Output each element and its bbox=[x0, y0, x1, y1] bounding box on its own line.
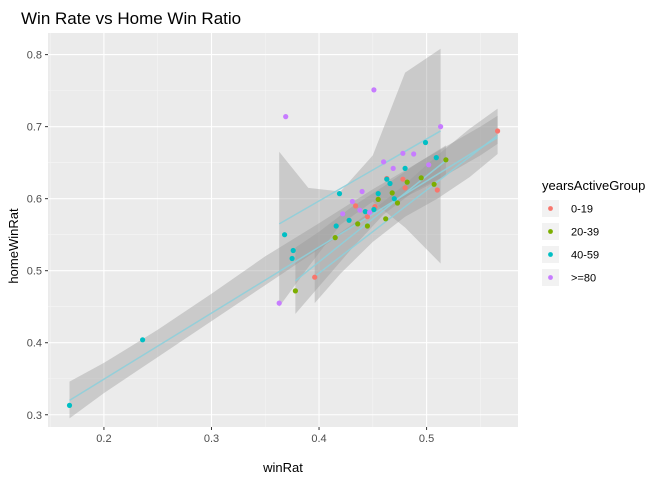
data-point bbox=[495, 128, 501, 134]
legend-label: 40-59 bbox=[571, 250, 599, 262]
data-point bbox=[433, 155, 439, 161]
data-point bbox=[282, 232, 288, 238]
trend-line bbox=[294, 159, 447, 282]
legend-label: 0-19 bbox=[571, 204, 593, 216]
data-point bbox=[426, 162, 432, 168]
data-point bbox=[290, 247, 296, 254]
data-point bbox=[357, 207, 363, 213]
x-tick-label: 0.4 bbox=[311, 433, 326, 445]
legend-item: 0-19 bbox=[542, 200, 593, 217]
chart-title: Win Rate vs Home Win Ratio bbox=[21, 9, 241, 28]
data-point bbox=[418, 175, 424, 181]
data-point bbox=[349, 198, 355, 205]
data-point bbox=[383, 216, 389, 222]
y-tick-label: 0.3 bbox=[27, 410, 42, 422]
data-point bbox=[355, 221, 361, 227]
y-tick-label: 0.5 bbox=[27, 266, 42, 278]
data-point bbox=[332, 235, 338, 241]
confidence-band bbox=[295, 145, 446, 314]
data-point bbox=[400, 176, 406, 182]
data-point bbox=[364, 223, 370, 229]
data-point bbox=[333, 223, 339, 229]
legend-swatch bbox=[548, 252, 553, 257]
data-point bbox=[346, 217, 352, 223]
data-point bbox=[375, 196, 381, 202]
trend-line bbox=[278, 130, 441, 225]
plot-area bbox=[48, 33, 518, 427]
x-tick-label: 0.3 bbox=[204, 433, 219, 445]
y-tick-label: 0.7 bbox=[27, 122, 42, 134]
data-point bbox=[367, 209, 373, 215]
data-point bbox=[402, 165, 408, 171]
plot-panel bbox=[48, 33, 518, 427]
data-point bbox=[387, 180, 393, 187]
legend-swatch bbox=[548, 275, 553, 280]
data-point bbox=[359, 188, 365, 195]
data-point bbox=[389, 190, 395, 196]
data-point bbox=[371, 206, 377, 213]
data-point bbox=[364, 214, 370, 220]
data-point bbox=[411, 151, 417, 157]
legend-label: 20-39 bbox=[571, 227, 599, 239]
trend-line bbox=[314, 134, 499, 278]
minor-gridlines bbox=[48, 33, 518, 427]
y-tick-label: 0.8 bbox=[27, 50, 42, 62]
x-axis-ticks: 0.2 0.3 0.4 0.5 bbox=[96, 427, 434, 445]
data-point bbox=[312, 274, 318, 280]
data-point bbox=[404, 179, 410, 185]
data-point bbox=[289, 255, 295, 262]
legend-swatch bbox=[548, 229, 553, 234]
y-axis-ticks: 0.3 0.4 0.5 0.6 0.7 0.8 bbox=[27, 50, 48, 422]
x-tick-label: 0.2 bbox=[96, 433, 111, 445]
legend-item: 20-39 bbox=[542, 223, 599, 240]
data-point bbox=[438, 124, 444, 130]
y-tick-label: 0.4 bbox=[27, 338, 42, 350]
legend-item: 40-59 bbox=[542, 246, 599, 263]
data-point bbox=[353, 203, 359, 209]
data-point bbox=[371, 87, 377, 93]
data-point bbox=[443, 157, 449, 163]
trend-line bbox=[69, 136, 498, 401]
data-point bbox=[422, 139, 429, 146]
y-tick-label: 0.6 bbox=[27, 194, 42, 206]
data-point bbox=[431, 181, 437, 187]
data-point bbox=[402, 185, 408, 191]
legend: yearsActiveGroup 0-19 20-39 40-59 >=80 bbox=[542, 178, 645, 286]
legend-item: >=80 bbox=[542, 269, 596, 286]
data-point bbox=[276, 300, 282, 306]
data-point bbox=[340, 211, 346, 217]
data-point bbox=[384, 176, 390, 182]
data-point bbox=[434, 187, 440, 193]
data-point bbox=[140, 337, 146, 343]
legend-title: yearsActiveGroup bbox=[542, 178, 645, 193]
x-tick-label: 0.5 bbox=[419, 433, 434, 445]
data-points bbox=[66, 87, 501, 408]
data-point bbox=[394, 200, 401, 206]
legend-items: 0-19 20-39 40-59 >=80 bbox=[542, 200, 599, 286]
data-point bbox=[390, 165, 396, 171]
legend-label: >=80 bbox=[571, 273, 596, 285]
data-point bbox=[283, 114, 289, 120]
trend-lines bbox=[69, 130, 499, 401]
data-point bbox=[375, 191, 381, 197]
x-axis-label: winRat bbox=[262, 460, 303, 475]
data-point bbox=[391, 196, 397, 202]
y-axis-label: homeWinRat bbox=[6, 208, 21, 284]
data-point bbox=[362, 209, 368, 215]
data-point bbox=[292, 288, 298, 294]
data-point bbox=[400, 150, 406, 156]
data-point bbox=[66, 402, 73, 408]
data-point bbox=[381, 159, 387, 165]
legend-swatch bbox=[548, 206, 553, 211]
data-point bbox=[336, 191, 343, 197]
